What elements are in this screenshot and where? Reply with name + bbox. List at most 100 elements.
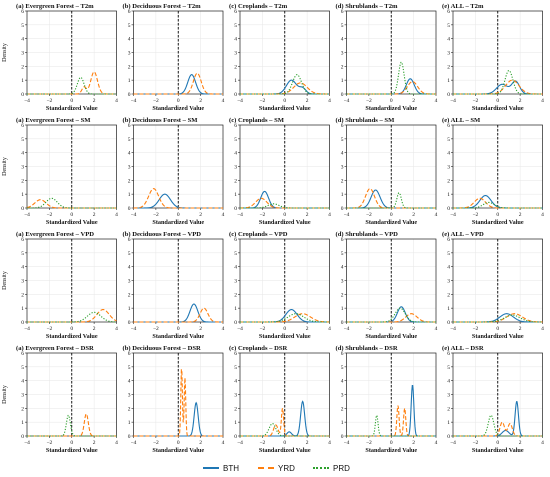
panel-title: (a) Evergreen Forest – DSR: [16, 345, 94, 352]
y-tick-label: 2: [447, 406, 450, 412]
x-tick-label: −2: [46, 212, 52, 218]
y-tick-label: 6: [234, 9, 237, 15]
x-tick-label: 2: [199, 440, 202, 446]
panel-title: (b) Deciduous Forest – SM: [123, 117, 199, 124]
x-tick-label: −2: [259, 440, 265, 446]
x-axis-label: Standardized Value: [365, 105, 417, 112]
y-tick-label: 4: [234, 265, 237, 271]
y-tick-label: 5: [21, 365, 24, 371]
x-axis-label: Standardized Value: [46, 333, 98, 340]
y-tick-label: 6: [21, 9, 24, 15]
panel-17: −4 −2 0 2 4 0 1 2 3 4 5 6 Standardized Value (b) Deci…: [123, 345, 225, 454]
x-tick-label: −2: [259, 98, 265, 104]
x-tick-label: 0: [496, 212, 499, 218]
panel-title: (e) ALL – T2m: [442, 3, 484, 10]
y-tick-label: 5: [447, 365, 450, 371]
y-tick-label: 1: [234, 78, 237, 84]
panel-title: (d) Shrublands – SM: [336, 117, 396, 124]
y-tick-label: 6: [128, 237, 131, 243]
y-tick-label: 3: [341, 279, 344, 285]
y-tick-label: 0: [341, 320, 344, 326]
y-tick-label: 1: [447, 306, 450, 312]
y-tick-label: 0: [447, 320, 450, 326]
x-tick-label: 2: [306, 440, 309, 446]
x-tick-label: −2: [259, 212, 265, 218]
series-prd-curve: [453, 314, 543, 323]
x-tick-label: −2: [46, 326, 52, 332]
y-tick-label: 5: [128, 137, 131, 143]
y-tick-label: 3: [21, 393, 24, 399]
x-tick-label: 2: [412, 440, 415, 446]
legend-swatch-prd: [313, 467, 329, 469]
x-tick-label: −2: [366, 440, 372, 446]
x-tick-label: 2: [93, 326, 96, 332]
panel-4: −4 −2 0 2 4 0 1 2 3 4 5 6 Standardized Value (d) Shru…: [336, 3, 438, 112]
x-tick-label: −2: [46, 98, 52, 104]
x-tick-label: 0: [390, 98, 393, 104]
x-tick-label: −4: [24, 326, 30, 332]
y-tick-label: 0: [128, 92, 131, 98]
y-tick-label: 4: [447, 37, 450, 43]
legend-swatch-yrd: [258, 467, 274, 469]
y-tick-label: 3: [234, 165, 237, 171]
y-tick-label: 2: [128, 64, 131, 70]
y-tick-label: 3: [447, 279, 450, 285]
y-tick-label: 6: [21, 237, 24, 243]
x-axis-label: Standardized Value: [152, 447, 204, 454]
x-axis-label: Standardized Value: [259, 105, 311, 112]
series-prd-curve: [346, 307, 436, 323]
x-tick-label: 2: [199, 326, 202, 332]
y-tick-label: 1: [447, 78, 450, 84]
y-tick-label: 6: [341, 123, 344, 129]
y-tick-label: 4: [128, 265, 131, 271]
y-tick-label: 6: [128, 123, 131, 129]
x-tick-label: 4: [115, 98, 118, 104]
panel-title: (b) Deciduous Forest – T2m: [123, 3, 202, 10]
y-tick-label: 2: [234, 406, 237, 412]
y-tick-label: 0: [341, 206, 344, 212]
y-tick-label: 2: [234, 178, 237, 184]
y-tick-label: 2: [128, 178, 131, 184]
x-tick-label: 4: [222, 326, 225, 332]
y-tick-label: 4: [447, 151, 450, 157]
x-tick-label: −2: [153, 98, 159, 104]
y-tick-label: 6: [234, 123, 237, 129]
y-tick-label: 5: [128, 23, 131, 29]
y-tick-label: 4: [128, 379, 131, 385]
y-tick-label: 6: [447, 123, 450, 129]
y-tick-label: 4: [128, 151, 131, 157]
y-tick-label: 4: [21, 151, 24, 157]
x-tick-label: 2: [93, 212, 96, 218]
x-tick-label: 2: [306, 326, 309, 332]
panel-20: −4 −2 0 2 4 0 1 2 3 4 5 6 Standardized Value (e) ALL …: [442, 345, 544, 454]
x-tick-label: −4: [344, 212, 350, 218]
y-tick-label: 5: [447, 23, 450, 29]
y-tick-label: 2: [21, 292, 24, 298]
y-tick-label: 6: [341, 9, 344, 15]
panel-1: −4 −2 0 2 4 0 1 2 3 4 5 6 Standardized Value (a) Ever…: [16, 3, 118, 112]
x-tick-label: −2: [472, 326, 478, 332]
x-axis-label: Standardized Value: [472, 105, 524, 112]
y-tick-label: 4: [21, 265, 24, 271]
y-tick-label: 0: [234, 320, 237, 326]
y-tick-label: 2: [341, 406, 344, 412]
x-tick-label: 2: [306, 212, 309, 218]
x-tick-label: −4: [24, 212, 30, 218]
y-tick-label: 3: [234, 51, 237, 57]
x-tick-label: 0: [177, 212, 180, 218]
y-axis-label: Density: [2, 385, 8, 404]
y-tick-label: 4: [447, 379, 450, 385]
y-tick-label: 4: [341, 151, 344, 157]
x-tick-label: 0: [283, 326, 286, 332]
series-prd-curve: [453, 69, 543, 95]
series-prd-curve: [453, 201, 543, 209]
panel-9: −4 −2 0 2 4 0 1 2 3 4 5 6 Standardized Value (d) Shru…: [336, 117, 438, 226]
x-tick-label: 2: [412, 212, 415, 218]
series-yrd-curve: [133, 72, 223, 95]
y-tick-label: 1: [128, 306, 131, 312]
legend-swatch-bth: [203, 467, 219, 469]
x-tick-label: 4: [328, 326, 331, 332]
y-tick-label: 6: [234, 351, 237, 357]
x-axis-label: Standardized Value: [472, 219, 524, 226]
y-tick-label: 4: [128, 37, 131, 43]
